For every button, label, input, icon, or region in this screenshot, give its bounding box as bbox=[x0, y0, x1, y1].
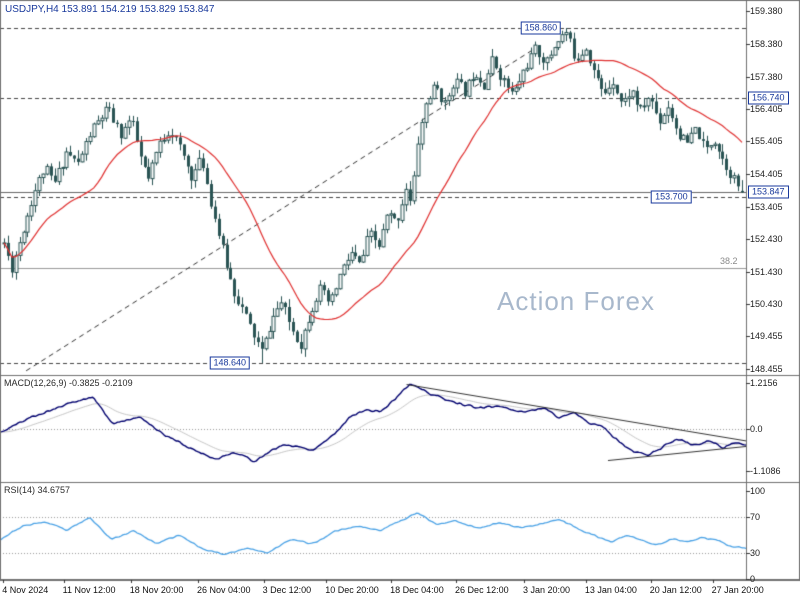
date-axis-label: 3 Dec 12:00 bbox=[262, 585, 312, 595]
rsi-axis-label: 70 bbox=[750, 512, 761, 523]
level-label-148640[interactable]: 148.640 bbox=[209, 356, 251, 370]
price-axis-label: 151.430 bbox=[750, 266, 783, 277]
date-axis-label: 18 Dec 04:00 bbox=[390, 585, 444, 595]
date-axis-label: 26 Dec 12:00 bbox=[455, 585, 509, 595]
macd-axis-label: -1.1086 bbox=[750, 466, 781, 477]
price-axis-label: 152.430 bbox=[750, 233, 783, 244]
price-axis-label: 158.380 bbox=[750, 38, 783, 49]
level-label-153700[interactable]: 153.700 bbox=[651, 190, 692, 204]
price-axis-label: 150.430 bbox=[750, 299, 783, 310]
symbol-ohlc-title: USDJPY,H4 153.891 154.219 153.829 153.84… bbox=[5, 4, 215, 15]
price-axis-label: 156.405 bbox=[750, 103, 783, 114]
price-axis-label: 153.405 bbox=[750, 201, 783, 212]
level-label-158860[interactable]: 158.860 bbox=[520, 21, 562, 35]
date-axis-label: 18 Nov 20:00 bbox=[129, 585, 184, 595]
rsi-axis-label: 0 bbox=[750, 574, 756, 584]
macd-indicator-label: MACD(12,26,9) -0.3825 -0.2109 bbox=[4, 378, 133, 388]
current-price-label: 153.847 bbox=[748, 185, 789, 199]
price-axis-label: 154.405 bbox=[750, 169, 783, 180]
date-axis-label: 10 Dec 20:00 bbox=[325, 585, 379, 595]
date-axis-label: 20 Jan 12:00 bbox=[649, 585, 702, 595]
watermark: Action Forex bbox=[497, 286, 655, 316]
date-axis-label: 13 Jan 04:00 bbox=[584, 585, 637, 595]
rsi-axis-label: 100 bbox=[750, 486, 766, 496]
macd-axis-label: 1.2156 bbox=[750, 377, 778, 388]
fibonacci-382-label: 38.2 bbox=[720, 255, 738, 266]
price-axis-label: 155.405 bbox=[750, 136, 783, 147]
price-axis-label: 148.455 bbox=[750, 364, 783, 375]
rsi-axis-label: 30 bbox=[750, 547, 761, 558]
rsi-indicator-label: RSI(14) 34.6757 bbox=[4, 485, 71, 495]
date-axis-label: 27 Jan 20:00 bbox=[711, 585, 764, 595]
price-axis-label: 159.380 bbox=[750, 6, 783, 16]
level-label-156740[interactable]: 156.740 bbox=[748, 91, 789, 105]
macd-axis-label: 0.0 bbox=[750, 424, 763, 434]
date-axis-label: 11 Nov 12:00 bbox=[62, 585, 116, 595]
date-axis-label: 26 Nov 04:00 bbox=[196, 585, 251, 595]
price-axis-label: 149.455 bbox=[750, 331, 783, 342]
price-axis-label: 157.380 bbox=[750, 71, 783, 82]
date-axis-label: 4 Nov 2024 bbox=[2, 585, 49, 595]
date-axis-label: 3 Jan 20:00 bbox=[522, 585, 570, 595]
